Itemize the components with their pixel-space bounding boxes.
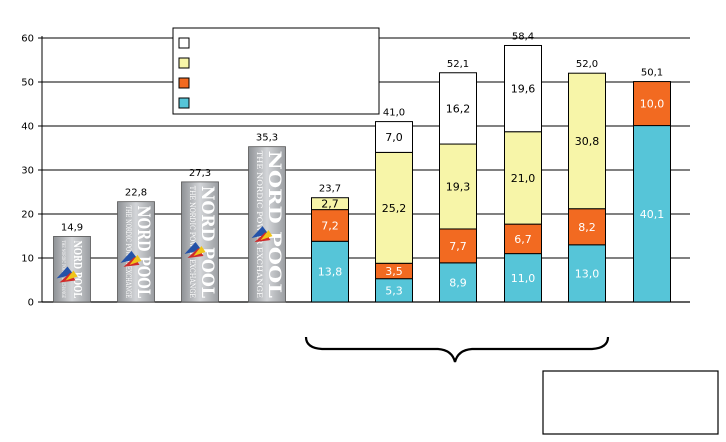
- logo-text-sub: THE NORDIC POWER EXCHANGE: [188, 186, 197, 298]
- y-tick-label: 60: [21, 34, 34, 45]
- total-label: 23,7: [319, 184, 341, 195]
- bar-segment: [504, 223, 542, 255]
- stacked-bar: [504, 44, 542, 303]
- segment-label: 13,8: [318, 266, 343, 279]
- bar-segment: [375, 121, 413, 153]
- legend: [172, 27, 380, 115]
- bar-segment: [504, 253, 542, 303]
- total-label: 35,3: [256, 133, 278, 144]
- bar-segment: [633, 81, 671, 127]
- bar-segment: [504, 131, 542, 225]
- total-label: 22,8: [125, 188, 147, 199]
- segment-label: 2,7: [321, 198, 339, 211]
- segment-label: 13,0: [575, 267, 600, 280]
- logo-text-sub: THE NORDIC POWER EXCHANGE: [60, 240, 66, 298]
- y-tick-label: 10: [21, 254, 34, 265]
- segment-label: 16,2: [446, 102, 471, 115]
- data-labels: 14,9 22,8 27,3 35,3 13,8 7,2 2,7 23,7 5,3 3,5 25,2…: [61, 31, 664, 297]
- legend-swatch: [178, 37, 190, 49]
- bar-segment: [568, 72, 606, 210]
- y-tick-label: 30: [21, 166, 34, 177]
- logo-text-main: NORD POOL: [264, 151, 284, 298]
- logo-text-sub: THE NORDIC POWER EXCHANGE: [124, 206, 133, 298]
- stacked-bar: [311, 197, 349, 303]
- bar-segment: [311, 209, 349, 242]
- bar-segment: [439, 262, 477, 303]
- segment-label: 40,1: [640, 208, 665, 221]
- total-label: 41,0: [383, 108, 405, 119]
- bar-segment: [375, 151, 413, 264]
- nord-pool-logo-bar: NORD POOL THE NORDIC POWER EXCHANGE: [53, 236, 91, 303]
- logo-text-main: NORD POOL: [71, 240, 84, 298]
- y-tick-label: 0: [28, 298, 34, 309]
- segment-label: 7,2: [321, 219, 339, 232]
- bar-segment: [311, 240, 349, 303]
- bar-segment: [568, 208, 606, 246]
- y-tick-label: 50: [21, 78, 34, 89]
- logo-text-main: NORD POOL: [133, 206, 153, 298]
- logo-bar-fill: [248, 146, 286, 303]
- total-label: 52,0: [576, 59, 598, 70]
- bar-segment: [439, 72, 477, 145]
- curly-brace: [304, 336, 610, 363]
- stacked-bar: [439, 72, 477, 303]
- legend-box: [172, 27, 380, 115]
- total-label: 27,3: [189, 168, 211, 179]
- logo-flag-yellow: [193, 245, 206, 256]
- segment-label: 6,7: [514, 233, 532, 246]
- logo-text-sub: THE NORDIC POWER EXCHANGE: [255, 151, 264, 298]
- segment-label: 8,2: [578, 221, 596, 234]
- legend-swatch: [178, 97, 190, 109]
- total-label: 50,1: [641, 68, 663, 79]
- segment-label: 21,0: [511, 172, 536, 185]
- stacked-bar: [568, 72, 606, 303]
- logo-flag-yellow: [260, 230, 273, 241]
- segment-label: 7,7: [449, 240, 467, 253]
- segment-label: 5,3: [385, 284, 403, 297]
- logo-flag-yellow: [65, 270, 78, 281]
- bar-segment: [311, 197, 349, 211]
- segment-label: 8,9: [449, 276, 467, 289]
- legend-swatch: [178, 57, 190, 69]
- segment-label: 3,5: [385, 265, 403, 278]
- segment-label: 19,6: [511, 83, 536, 96]
- y-tick-label: 40: [21, 122, 34, 133]
- total-label: 14,9: [61, 222, 83, 233]
- logo-flag-yellow: [129, 254, 142, 265]
- bar-segment: [504, 44, 542, 133]
- logo-bar-fill: [117, 201, 155, 303]
- total-label: 52,1: [447, 59, 469, 70]
- total-label: 58,4: [512, 31, 534, 42]
- y-tick-label: 20: [21, 210, 34, 221]
- annotations: [304, 336, 719, 435]
- segment-label: 25,2: [382, 202, 407, 215]
- segment-label: 30,8: [575, 135, 600, 148]
- stacked-bar: [375, 121, 413, 303]
- logo-bar-fill: [181, 181, 219, 303]
- legend-swatch: [178, 77, 190, 89]
- annotation-box: [542, 370, 719, 435]
- logo-bar-fill: [53, 236, 91, 303]
- logo-text-main: NORD POOL: [197, 186, 217, 298]
- segment-label: 7,0: [385, 131, 403, 144]
- stacked-bar: [633, 81, 671, 303]
- segment-label: 11,0: [511, 272, 536, 285]
- bar-segment: [568, 244, 606, 303]
- segment-label: 19,3: [446, 181, 471, 194]
- segment-label: 10,0: [640, 98, 665, 111]
